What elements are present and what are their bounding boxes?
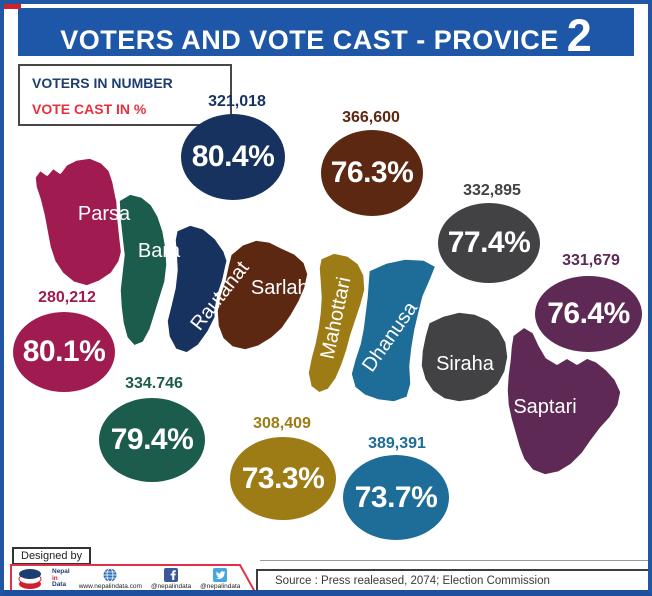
voters-label-siraha: 332,895	[463, 182, 521, 199]
facebook-icon	[164, 568, 179, 582]
cast-percent-dhanusa: 73.7%	[354, 480, 438, 514]
credit-bar: Nepal in Data www.nepalindata.com	[10, 564, 260, 590]
cast-percent-saptari: 76.4%	[547, 297, 630, 330]
cast-percent-rautahat: 80.4%	[191, 140, 275, 173]
voters-label-saptari: 331,679	[562, 252, 620, 269]
legend-cast-label: VOTE CAST IN %	[32, 101, 147, 117]
district-siraha-label: Siraha	[436, 353, 495, 375]
nepal-in-data-wordmark: Nepal in Data	[52, 568, 70, 589]
page-title: VOTERS AND VOTE CAST - PROVICE	[60, 25, 559, 55]
district-bara-label: Bara	[138, 240, 181, 262]
voters-label-dhanusa: 389,391	[368, 435, 426, 452]
corner-accent	[4, 4, 21, 9]
voters-label-bara: 334.746	[125, 375, 183, 392]
bubble-bara: 79.4%	[99, 398, 205, 482]
cast-percent-mahottari: 73.3%	[241, 461, 325, 495]
district-siraha-shape	[418, 309, 511, 405]
cast-percent-parsa: 80.1%	[22, 335, 106, 368]
nepal-in-data-logo	[18, 569, 42, 589]
voters-label-mahottari: 308,409	[253, 415, 311, 432]
legend-box: VOTERS IN NUMBER VOTE CAST IN %	[18, 64, 232, 126]
cast-percent-bara: 79.4%	[110, 423, 194, 456]
bubble-saptari: 76.4%	[535, 276, 642, 352]
district-sarlahi-shape	[214, 237, 311, 353]
bubble-rautahat: 80.4%	[181, 114, 285, 200]
title-bar: VOTERS AND VOTE CAST - PROVICE 2	[18, 8, 634, 61]
page-title-number: 2	[566, 10, 592, 61]
district-rautahat-shape	[164, 222, 232, 356]
website-caption: www.nepalindata.com	[78, 583, 142, 590]
credit-border	[10, 564, 256, 590]
globe-icon	[103, 568, 117, 582]
cast-percent-siraha: 77.4%	[447, 226, 531, 259]
district-saptari-label: Saptari	[513, 396, 576, 418]
voters-label-parsa: 280,212	[38, 289, 96, 306]
district-saptari-shape	[504, 324, 624, 478]
cast-percent-sarlahi: 76.3%	[330, 156, 414, 189]
source-text: Source : Press realeased, 2074; Election…	[275, 575, 550, 587]
bubble-parsa: 80.1%	[13, 312, 115, 392]
voters-label-sarlahi: 366,600	[342, 109, 400, 126]
bubble-dhanusa: 73.7%	[343, 455, 449, 540]
designed-by-label: Designed by	[12, 547, 92, 565]
district-sarlahi-label: Sarlahi	[251, 277, 313, 299]
district-dhanusa-shape	[348, 256, 439, 405]
district-parsa-label: Parsa	[78, 203, 131, 225]
voters-label-rautahat: 321,018	[208, 93, 266, 110]
bubble-mahottari: 73.3%	[230, 437, 336, 520]
facebook-caption: @nepalindata	[150, 583, 192, 590]
district-mahottari-shape	[305, 250, 368, 396]
footer-divider	[260, 560, 648, 561]
source-box: Source : Press realeased, 2074; Election…	[256, 569, 648, 590]
bubble-siraha: 77.4%	[438, 203, 540, 283]
district-bara-shape	[116, 191, 170, 349]
legend-voters-label: VOTERS IN NUMBER	[32, 75, 173, 91]
twitter-caption: @nepalindata	[200, 583, 241, 590]
twitter-icon	[213, 568, 228, 582]
bubble-sarlahi: 76.3%	[321, 130, 423, 216]
